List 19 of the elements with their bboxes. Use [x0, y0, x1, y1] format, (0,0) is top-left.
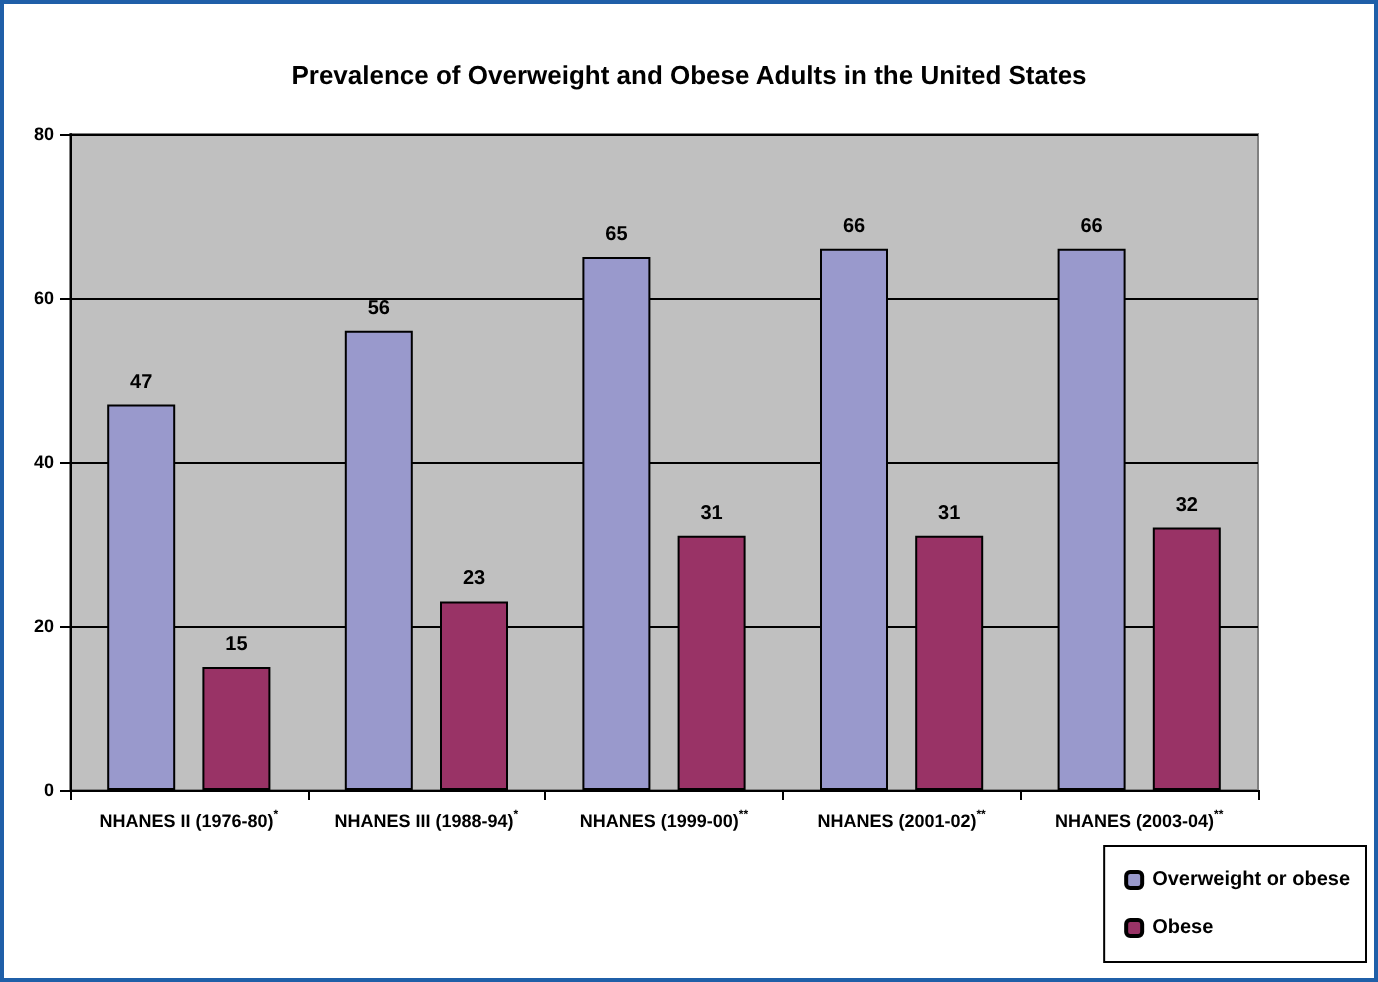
data-label: 23: [462, 568, 486, 591]
y-tick-label: 60: [33, 288, 54, 308]
data-label: 65: [605, 224, 629, 246]
y-tick-label: 0: [43, 780, 54, 800]
y-tick-label: 80: [33, 124, 54, 144]
bar: [202, 667, 271, 790]
legend-label: Overweight or obese: [1152, 869, 1351, 891]
data-label: 66: [1080, 215, 1104, 238]
data-label: 15: [225, 634, 249, 656]
data-label: 32: [1175, 494, 1199, 517]
legend-label: Obese: [1152, 917, 1215, 939]
data-label: 56: [367, 297, 391, 320]
chart-title: Prevalence of Overweight and Obese Adults in the United States: [291, 60, 1087, 90]
y-tick-label: 20: [33, 616, 54, 636]
data-label: 66: [842, 215, 866, 238]
y-tick-label: 40: [33, 452, 54, 472]
data-label: 31: [938, 502, 962, 525]
data-label: 31: [700, 502, 724, 525]
data-label: 47: [130, 371, 154, 394]
